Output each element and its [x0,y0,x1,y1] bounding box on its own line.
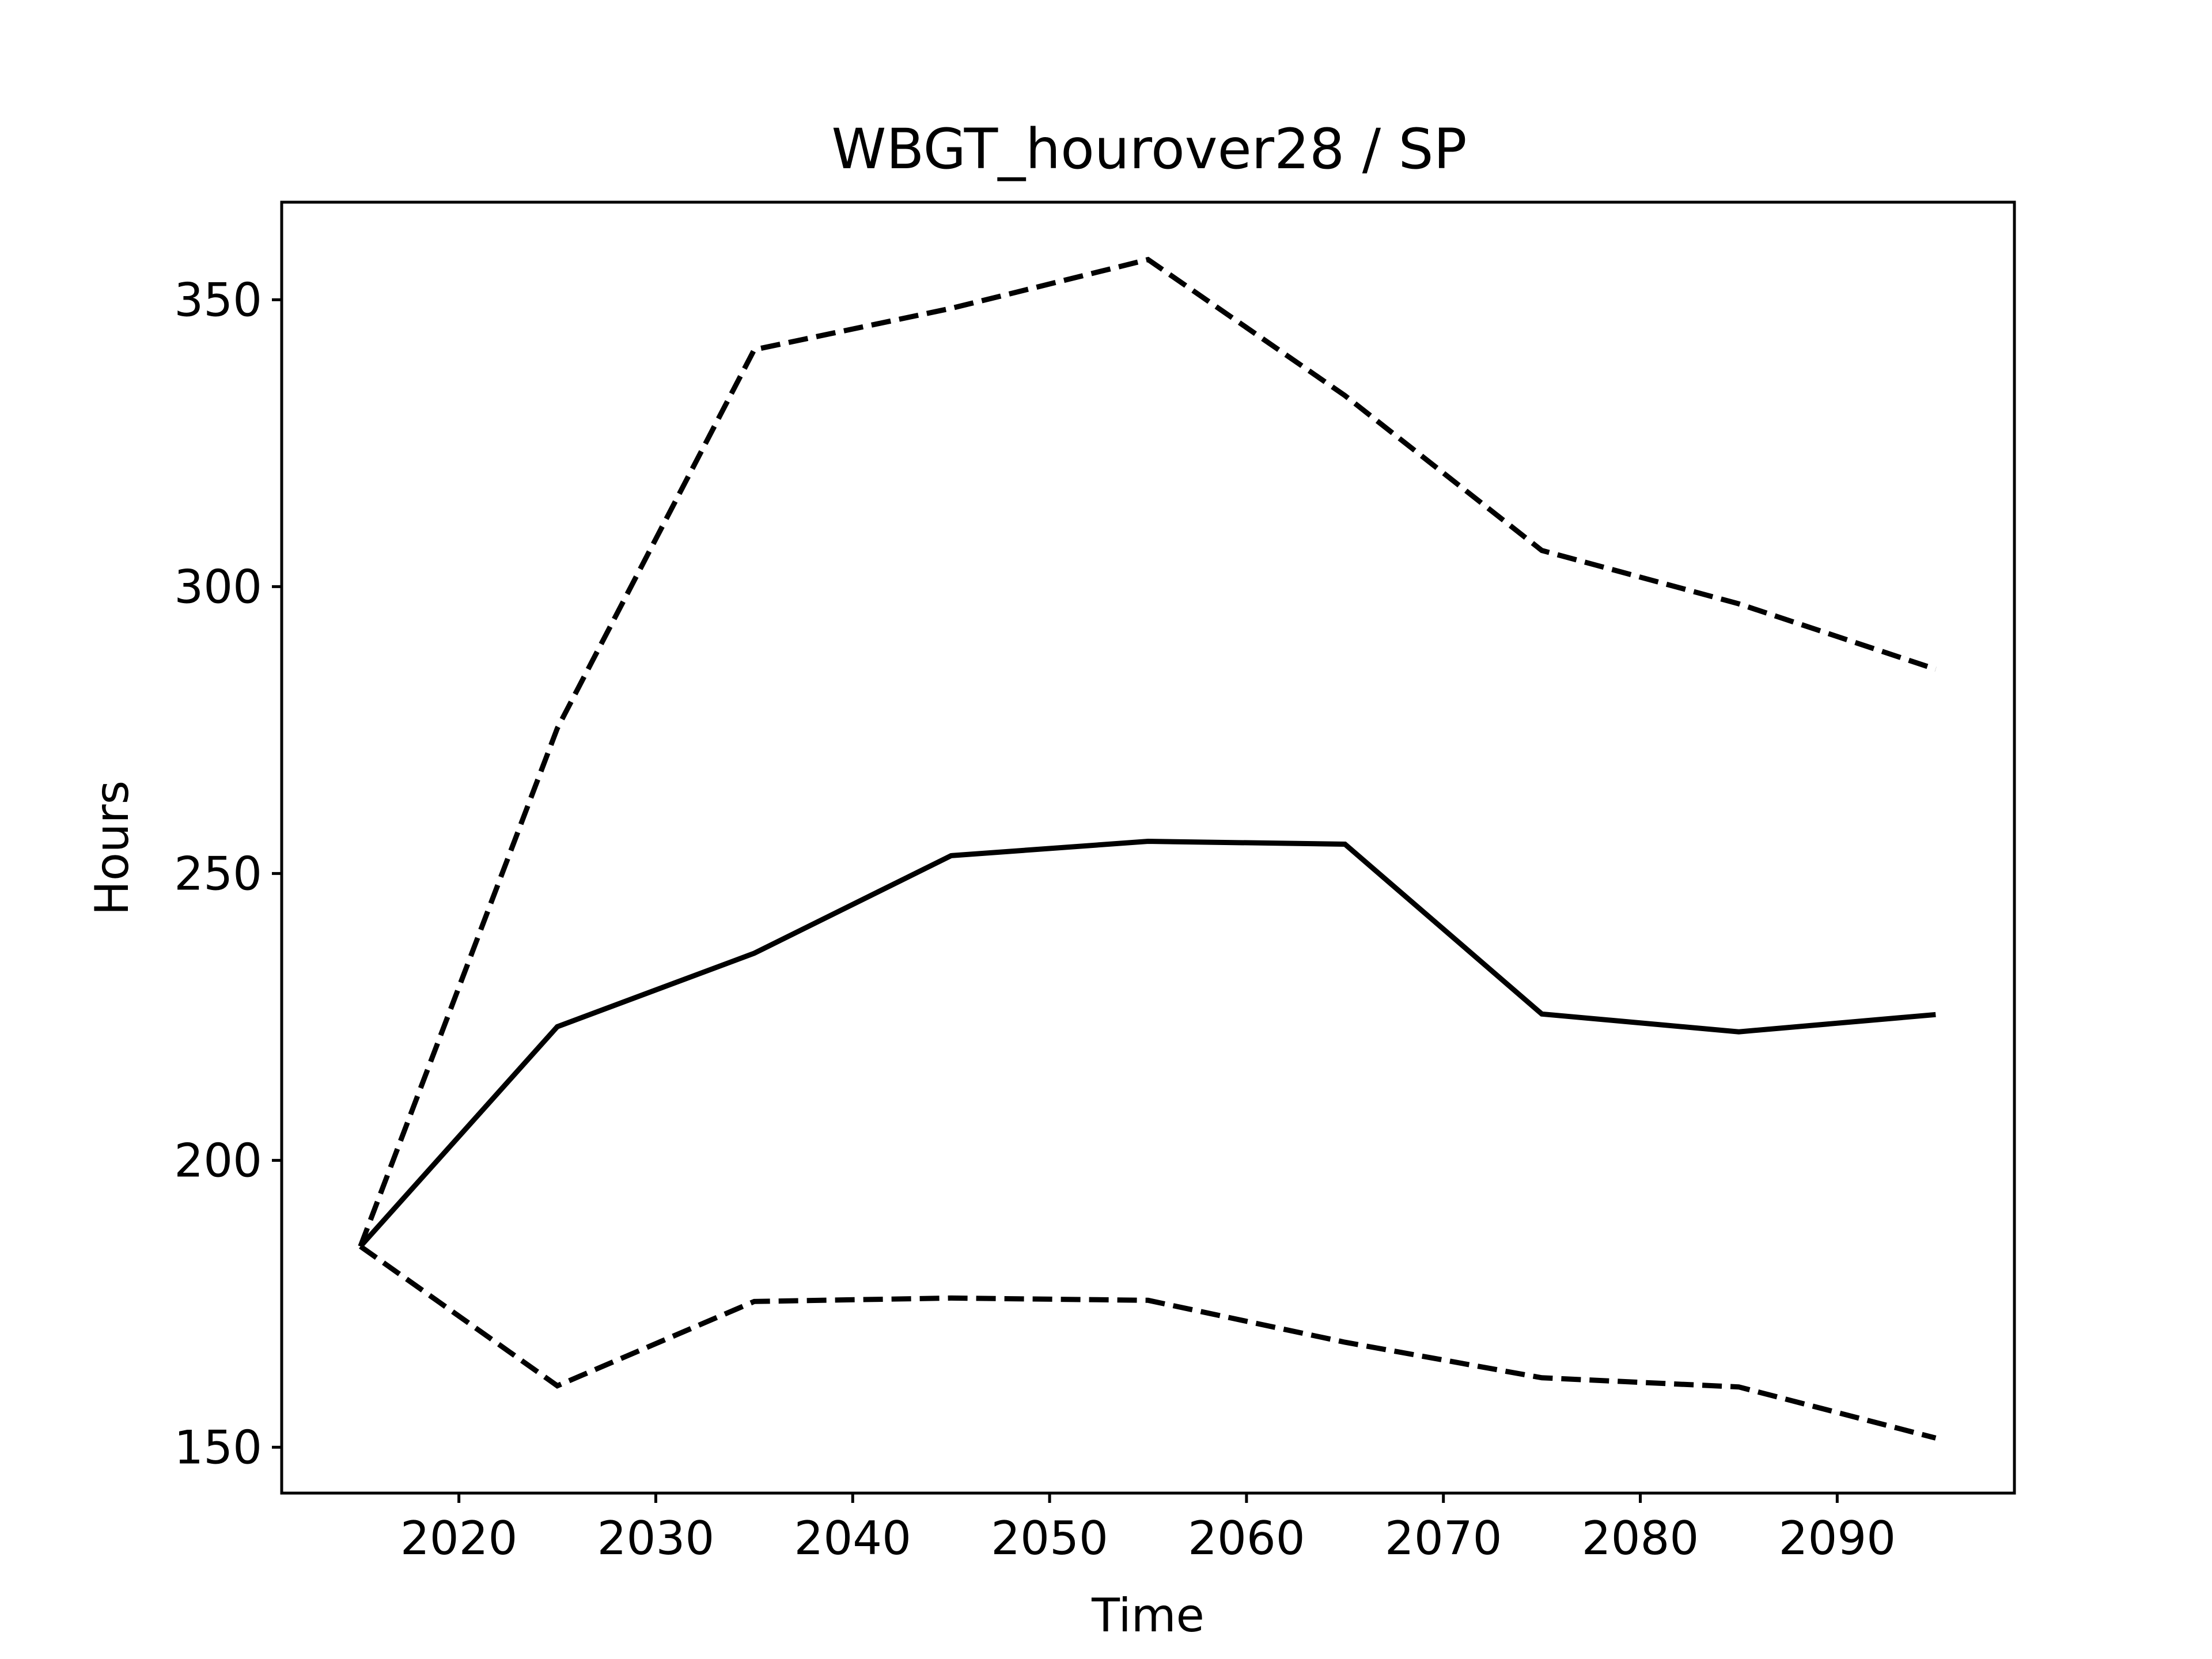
x-tick-label: 2060 [1188,1512,1305,1565]
y-tick-label: 250 [174,847,262,900]
x-tick-label: 2080 [1582,1512,1699,1565]
series-layer [358,256,1937,1441]
x-tick-label: 2090 [1779,1512,1896,1565]
plot-area-frame [280,200,2016,1495]
x-tick-label: 2040 [794,1512,911,1565]
y-tick-label: 350 [174,273,262,327]
series-line-3 [359,1244,1937,1441]
ticks-layer: 2020 2030 2040 2050 2060 2070 2080 2090 150 200 25… [174,273,1896,1565]
x-tick-label: 2020 [400,1512,518,1565]
chart-title: WBGT_hourover28 / SP [832,117,1467,181]
x-axis-label: Time [1091,1589,1205,1642]
y-axis-label: Hours [85,781,139,915]
x-tick-label: 2030 [597,1512,715,1565]
y-tick-label: 300 [174,560,262,613]
series-line-1 [358,838,1936,1248]
y-tick-label: 150 [174,1421,262,1474]
series-line-2 [358,256,1937,1248]
x-tick-label: 2070 [1385,1512,1502,1565]
y-tick-label: 200 [174,1134,262,1187]
x-tick-label: 2050 [991,1512,1108,1565]
